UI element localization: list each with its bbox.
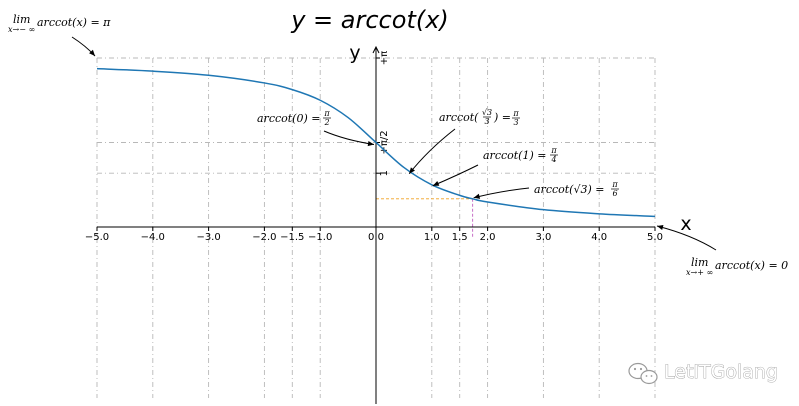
annotation-arccot-0-arrow-head [367, 141, 374, 147]
annotation-arccot-sqrt3-3-frac-num: π [512, 109, 519, 118]
annotation-arccot-sqrt3-expr: arccot(√3) = [534, 183, 605, 196]
x-axis-name: x [680, 213, 691, 235]
y-tick-label-0: 1 [379, 170, 390, 176]
wechat-icon [628, 362, 658, 385]
annotation-arccot-0-frac-num: π [323, 109, 330, 118]
annotation-lim-neg-body: arccot(x) = π [37, 16, 111, 29]
annotation-arccot-sqrt3-3-arrow-head [409, 167, 415, 174]
x-tick-label-2: −3.0 [196, 232, 220, 243]
annotation-lim-pos-sub: x→+ ∞ [686, 268, 713, 277]
x-tick-label-12: 5.0 [647, 232, 663, 243]
y-tick-label-2: +π [379, 51, 390, 65]
curve-layer [96, 67, 656, 218]
annotation-arccot-1-frac-den: 4 [550, 155, 556, 164]
y-axis-name: y [349, 42, 360, 64]
annotation-arccot-sqrt3-3-radical-den: 3 [484, 117, 489, 126]
annotation-arccot-0-frac-den: 2 [323, 118, 329, 127]
annotation-lim-pos-arrow-head [657, 224, 664, 231]
annotation-lim-neg-sub: x→− ∞ [8, 25, 35, 34]
x-tick-label-9: 2.0 [480, 232, 496, 243]
x-tick-label-8: 1.5 [452, 232, 468, 243]
annotation-arccot-1-expr: arccot(1) = [483, 149, 546, 162]
annotation-lim-pos-arrow-line [656, 225, 717, 251]
annotation-arccot-sqrt3-3-frac-den: 3 [513, 118, 518, 127]
annotation-arccot-sqrt3-3-close: ) = [493, 111, 511, 124]
watermark: LetITGolang [628, 361, 778, 385]
tick-layer: −5.0 −4.0 −3.0 −2.0 −1.5 −1.0 0.0 1.0 1.5 2.0 3.0 4… [85, 51, 663, 243]
annotation-arccot-1-arrow-head [432, 181, 440, 186]
x-tick-label-4: −1.5 [280, 232, 304, 243]
annotation-lim-neg-arrow-head [89, 49, 95, 56]
annotation-arccot-0-expr: arccot(0) = [257, 112, 320, 125]
watermark-text: LetITGolang [664, 361, 778, 383]
annotation-arccot-sqrt3-3-radical-num: √3 [482, 108, 492, 117]
x-tick-label-0: −5.0 [85, 232, 109, 243]
y-axis-arrow [372, 45, 380, 54]
y-tick-label-1: +π/2 [379, 130, 390, 154]
axis-layer [97, 45, 655, 404]
annotation-arccot-sqrt3-3-expr: arccot( [439, 111, 479, 124]
arccot-curve [96, 67, 656, 218]
annotation-arccot-sqrt3-frac-num: π [611, 180, 618, 189]
chart-title: y = arccot(x) [290, 6, 449, 34]
annotation-lim-neg-lim: lim [13, 13, 30, 26]
x-tick-label-5: −1.0 [308, 232, 332, 243]
x-tick-label-1: −4.0 [141, 232, 165, 243]
annotation-lim-pos-lim: lim [691, 256, 708, 269]
x-tick-label-3: −2.0 [252, 232, 276, 243]
annotation-arccot-sqrt3-arrow-head [473, 193, 481, 199]
annotation-lim-pos-body: arccot(x) = 0 [715, 259, 788, 272]
x-tick-label-11: 4.0 [591, 232, 607, 243]
annotation-arccot-sqrt3-arrow-line [473, 187, 530, 199]
x-tick-label-7: 1.0 [424, 232, 440, 243]
x-tick-label-10: 3.0 [535, 232, 551, 243]
guide-layer [376, 198, 474, 237]
annotation-arccot-sqrt3-frac-den: 6 [612, 189, 617, 198]
annotation-arccot-1-frac-num: π [550, 146, 557, 155]
annotation-arccot-1-arrow-line [432, 164, 479, 187]
x-tick-label-6: 0.0 [368, 232, 384, 243]
